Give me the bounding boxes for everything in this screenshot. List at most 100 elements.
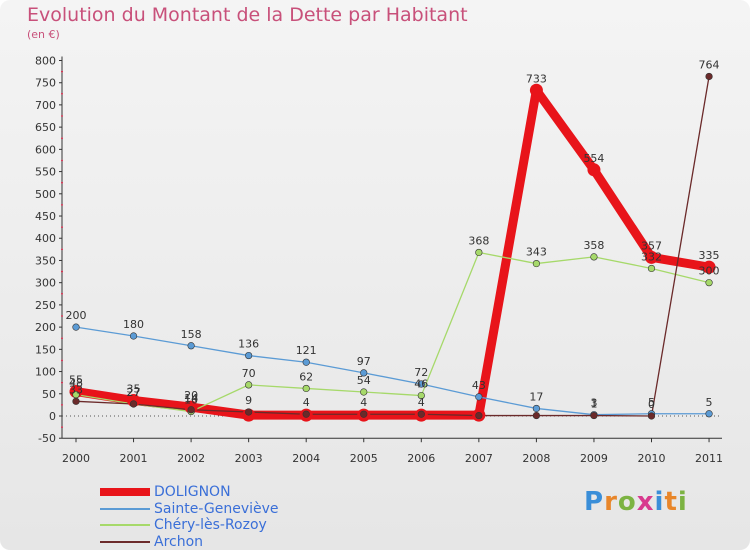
y-tick-label: 300: [35, 277, 56, 290]
y-tick-label: 150: [35, 343, 56, 356]
data-label-sainte-genevieve: 5: [648, 396, 655, 409]
data-label-sainte-genevieve: 5: [706, 396, 713, 409]
data-label-sainte-genevieve: 72: [414, 366, 428, 379]
data-point-sainte-genevieve: [187, 342, 195, 350]
data-point-chery-les-rozoy: [245, 381, 253, 389]
data-point-archon: [187, 406, 195, 414]
x-tick-label: 2006: [407, 452, 435, 465]
logo-letter: t: [664, 487, 678, 517]
data-point-chery-les-rozoy: [705, 279, 713, 287]
data-label-sainte-genevieve: 43: [472, 379, 486, 392]
data-point-archon: [245, 408, 253, 416]
y-minor-dot: [61, 359, 63, 362]
data-point-chery-les-rozoy: [590, 253, 598, 261]
y-minor-dot: [61, 315, 63, 317]
y-minor-dot: [61, 248, 63, 251]
data-label-dolignon: 335: [699, 249, 720, 262]
data-label-dolignon: 20: [184, 389, 198, 402]
data-point-chery-les-rozoy: [532, 259, 541, 268]
data-label-sainte-genevieve: 121: [296, 344, 317, 357]
data-point-sainte-genevieve: [302, 358, 310, 366]
logo-letter: i: [677, 487, 688, 517]
legend-item-chery-les-rozoy: Chéry-lès-Rozoy: [100, 517, 279, 534]
y-tick-label: -50: [38, 432, 56, 445]
y-tick-label: 650: [35, 121, 56, 134]
y-minor-dot: [61, 159, 63, 162]
data-point-sainte-genevieve: [475, 393, 483, 401]
data-point-sainte-genevieve: [72, 323, 80, 331]
y-minor-dot: [61, 426, 63, 429]
data-point-archon: [647, 412, 656, 420]
data-point-archon: [705, 72, 713, 81]
x-tick-label: 2001: [120, 452, 148, 465]
data-label-chery-les-rozoy: 48: [69, 377, 83, 390]
legend-swatch-sainte-genevieve: [100, 507, 150, 510]
chart-unit-label: (en €): [27, 28, 60, 41]
legend-swatch-dolignon: [100, 488, 150, 497]
data-label-archon: 764: [699, 58, 720, 71]
chart-title: Evolution du Montant de la Dette par Hab…: [27, 4, 468, 26]
y-tick-label: 250: [35, 299, 56, 312]
legend-swatch-archon: [100, 540, 150, 543]
data-point-chery-les-rozoy: [417, 391, 425, 400]
x-tick-label: 2011: [695, 452, 723, 465]
data-point-archon: [72, 397, 80, 405]
x-tick-label: 2004: [292, 452, 320, 465]
logo-letter: i: [654, 487, 665, 517]
data-label-archon: 14: [184, 392, 198, 405]
y-minor-dot: [61, 70, 63, 73]
logo-letter: x: [636, 487, 655, 517]
data-point-archon: [475, 411, 483, 420]
data-label-archon: 4: [303, 396, 310, 409]
data-point-chery-les-rozoy: [360, 388, 368, 396]
data-label-archon: 9: [245, 394, 252, 407]
x-tick-label: 2010: [638, 452, 666, 465]
x-tick-label: 2003: [235, 452, 263, 465]
series-line-sainte-genevieve: [75, 326, 710, 416]
data-point-chery-les-rozoy: [475, 248, 483, 257]
series-line-dolignon: [71, 85, 714, 420]
x-tick-label: 2009: [580, 452, 608, 465]
legend-swatch-chery-les-rozoy: [100, 524, 150, 527]
chart-legend: DOLIGNON Sainte-Geneviève Chéry-lès-Rozo…: [100, 484, 279, 550]
data-label-sainte-genevieve: 180: [123, 318, 144, 331]
data-point-sainte-genevieve: [360, 369, 368, 377]
data-label-chery-les-rozoy: 70: [242, 367, 256, 380]
data-point-chery-les-rozoy: [647, 264, 656, 273]
data-point-dolignon: [702, 260, 716, 274]
y-tick-label: 350: [35, 254, 56, 267]
legend-label-dolignon: DOLIGNON: [154, 484, 231, 501]
y-minor-dot: [61, 403, 63, 406]
y-minor-dot: [61, 270, 63, 273]
data-label-chery-les-rozoy: 300: [699, 265, 720, 278]
x-tick-label: 2007: [465, 452, 493, 465]
y-minor-dot: [61, 381, 63, 384]
y-tick-label: 400: [35, 232, 56, 245]
x-tick-label: 2005: [350, 452, 378, 465]
y-tick-label: 700: [35, 99, 56, 112]
data-label-chery-les-rozoy: 27: [127, 386, 141, 399]
logo-letter: r: [604, 487, 618, 517]
data-label-chery-les-rozoy: 46: [414, 378, 428, 391]
y-minor-dot: [61, 181, 63, 184]
data-point-sainte-genevieve: [417, 380, 425, 388]
proxiti-logo: Proxiti: [584, 487, 688, 517]
data-label-sainte-genevieve: 136: [238, 338, 259, 351]
series-line-archon: [75, 75, 710, 417]
data-point-sainte-genevieve: [532, 404, 541, 413]
data-label-chery-les-rozoy: 332: [641, 250, 662, 263]
data-point-dolignon: [529, 83, 543, 97]
y-minor-dot: [61, 115, 63, 117]
y-minor-dot: [61, 292, 63, 295]
data-label-chery-les-rozoy: 368: [468, 234, 489, 247]
legend-label-archon: Archon: [154, 533, 204, 550]
data-label-dolignon: 55: [69, 374, 83, 387]
data-label-archon: 33: [69, 383, 83, 396]
data-label-chery-les-rozoy: 343: [526, 246, 547, 259]
y-tick-label: 0: [49, 410, 56, 423]
data-label-dolignon: 733: [526, 72, 547, 85]
legend-item-dolignon: DOLIGNON: [100, 484, 279, 501]
data-point-sainte-genevieve: [705, 410, 713, 418]
